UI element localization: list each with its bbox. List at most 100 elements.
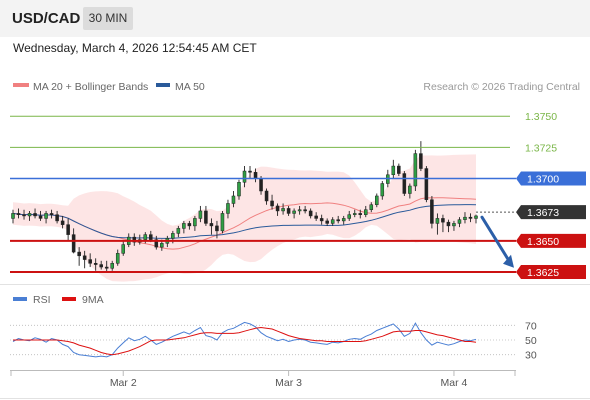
candle-body: [121, 244, 126, 254]
level-label: 1.3650: [527, 236, 559, 248]
candle-body: [209, 223, 214, 227]
x-tick-label: Mar 2: [110, 377, 137, 389]
candle-body: [154, 239, 159, 248]
level-label: 1.3750: [525, 111, 557, 123]
candle-body: [171, 233, 175, 239]
level-label-box: [516, 233, 586, 248]
candle-body: [253, 172, 258, 179]
bollinger-band: [13, 154, 476, 282]
legend-swatch-ma50: [156, 83, 170, 87]
level-label: 1.3625: [527, 267, 559, 279]
candle-body: [143, 234, 148, 240]
candle-body: [44, 213, 48, 219]
candle-body: [303, 209, 307, 212]
candle-body: [424, 168, 429, 200]
candle-body: [308, 210, 313, 217]
price-plot: [11, 141, 478, 282]
candle-body: [160, 243, 164, 248]
candle-body: [391, 165, 396, 176]
candle-body: [242, 170, 247, 183]
candle-body: [11, 213, 15, 219]
candle-body: [99, 264, 103, 268]
candle-body: [22, 214, 26, 217]
legend-label-ma20: MA 20 + Bollinger Bands: [33, 81, 148, 93]
candle-body: [187, 223, 192, 227]
level-label: 1.3700: [527, 174, 559, 186]
forecast-arrow-shaft: [480, 215, 511, 263]
level-label-box: [516, 171, 586, 186]
candle-body: [435, 218, 440, 224]
candle-body: [231, 195, 236, 204]
candle-body: [463, 216, 467, 220]
candle-body: [93, 263, 98, 265]
candle-body: [33, 213, 37, 217]
candle-body: [49, 213, 54, 215]
candle-body: [220, 213, 225, 232]
candle-body: [297, 209, 302, 212]
candle-body: [419, 153, 423, 169]
candle-body: [363, 209, 368, 215]
candle-body: [237, 182, 241, 197]
last-price-tag: [516, 205, 586, 220]
candle-body: [281, 208, 285, 212]
candle-body: [149, 234, 153, 240]
legend-label-9ma: 9MA: [82, 294, 104, 306]
candle-body: [446, 221, 451, 227]
legend-swatch-ma20: [13, 83, 29, 87]
candle-body: [369, 204, 374, 210]
rsi-tick-label: 70: [525, 320, 537, 332]
rsi-tick-label: 30: [525, 350, 537, 362]
candle-body: [193, 218, 197, 227]
x-tick-label: Mar 4: [441, 377, 468, 389]
rsi-ma-line: [13, 326, 477, 356]
candle-body: [330, 219, 335, 224]
candle-body: [380, 183, 385, 197]
candle-body: [226, 203, 230, 214]
candle-body: [215, 225, 219, 232]
candle-body: [336, 219, 340, 222]
candle-body: [198, 210, 203, 219]
candle-body: [275, 205, 280, 212]
legend-swatch-rsi: [13, 297, 27, 301]
candle-body: [104, 266, 109, 269]
chart-datetime: Wednesday, March 4, 2026 12:54:45 AM CET: [13, 41, 257, 55]
candle-body: [259, 178, 263, 192]
candle-body: [110, 263, 114, 269]
candle-body: [82, 255, 87, 260]
candle-body: [352, 213, 357, 215]
candle-body: [375, 195, 379, 205]
candle-body: [413, 153, 418, 187]
ma50-line: [12, 204, 477, 239]
forecast-arrow-head: [503, 254, 514, 268]
candle-body: [457, 219, 462, 224]
symbol-title: USD/CAD: [12, 10, 81, 27]
level-label-box: [516, 265, 586, 280]
candle-body: [430, 199, 434, 224]
candle-body: [441, 218, 445, 223]
candle-body: [77, 251, 81, 257]
legend-swatch-9ma: [62, 297, 76, 301]
rsi-line: [12, 321, 477, 358]
candle-body: [248, 170, 252, 173]
candle-body: [115, 253, 120, 264]
candle-body: [314, 215, 318, 219]
last-price-label: 1.3673: [527, 207, 559, 219]
candle-body: [402, 173, 407, 194]
candle-body: [88, 259, 92, 264]
x-tick-label: Mar 3: [275, 377, 302, 389]
candle-body: [270, 200, 274, 207]
candle-body: [347, 214, 351, 219]
candle-body: [182, 223, 186, 229]
rsi-plot: 70 50 30: [10, 320, 537, 362]
copyright-text: Research © 2026 Trading Central: [423, 81, 580, 93]
candle-body: [325, 220, 329, 224]
candle-body: [319, 218, 324, 222]
candle-body: [27, 213, 32, 217]
rsi-tick-label: 50: [525, 335, 537, 347]
candle-body: [468, 216, 473, 219]
level-label: 1.3725: [525, 142, 557, 154]
candle-body: [292, 210, 296, 214]
candle-body: [60, 220, 65, 225]
timeframe-badge[interactable]: 30 MIN: [83, 7, 133, 30]
